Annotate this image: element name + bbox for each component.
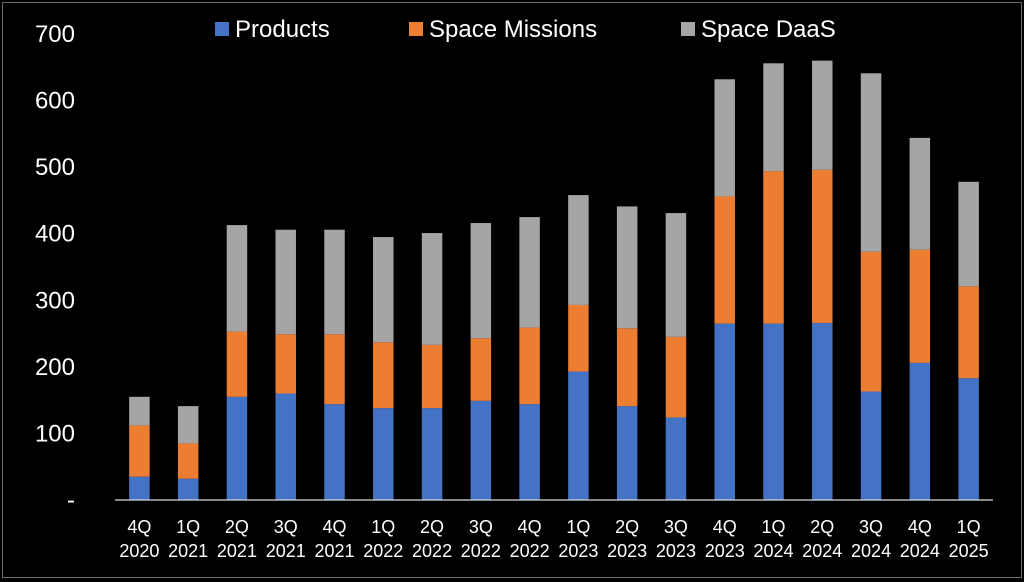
stacked-bar-chart: Products Space Missions Space DaaS - 100 200… [35,16,993,561]
bar-segment-space-missions [812,169,833,323]
bar-segment-space-daas [568,195,589,305]
bar-segment-space-daas [470,223,492,339]
bar-segment-space-missions [909,249,931,363]
y-tick-label: 700 [35,21,75,48]
legend-label: Space DaaS [701,16,836,43]
y-axis: - 100 200 300 400 500 600 700 [35,21,75,514]
x-tick-label: 4Q 2021 [314,517,354,561]
bar-segment-space-daas [519,217,540,328]
x-tick-label: 1Q 2023 [558,517,598,561]
bar-segment-space-daas [909,137,931,250]
bar-segment-products [958,378,979,500]
x-tick-label: 3Q 2022 [461,517,501,561]
x-tick-label: 3Q 2023 [656,517,696,561]
bar-segment-space-daas [616,206,638,329]
bars [129,60,979,500]
bar-segment-space-missions [373,342,394,409]
bar-segment-products [129,476,150,500]
bar-segment-products [470,400,492,500]
legend-item-space-missions: Space Missions [409,16,597,43]
bar-segment-products [226,396,248,500]
bar-segment-space-missions [860,251,882,392]
legend-label: Products [235,16,330,43]
bar-segment-space-missions [421,344,443,409]
bar-segment-space-missions [616,328,638,407]
x-tick-label: 2Q 2021 [217,517,257,561]
x-tick-label: 1Q 2024 [753,517,793,561]
bar-segment-products [812,322,833,500]
x-tick-label: 4Q 2023 [705,517,745,561]
y-tick-label: 600 [35,88,75,115]
bar-segment-space-missions [958,286,979,379]
bar-segment-space-daas [812,60,833,170]
bar-segment-space-missions [665,336,687,418]
bar-segment-products [373,408,394,500]
bar-segment-space-daas [324,229,345,335]
bar-segment-products [519,404,540,500]
y-tick-label: 200 [35,354,75,381]
bar-segment-space-daas [177,406,199,444]
bar-segment-space-daas [275,229,296,335]
legend-swatch [681,22,695,36]
bar-segment-space-missions [763,171,784,324]
x-tick-label: 4Q 2020 [119,517,159,561]
bar-segment-space-daas [714,79,735,197]
legend-label: Space Missions [429,16,597,43]
bar-segment-space-daas [129,396,150,426]
bar-segment-space-missions [177,443,199,479]
bar-segment-space-daas [665,213,687,337]
bar-segment-space-missions [324,334,345,405]
y-tick-label: - [67,487,75,514]
bar-segment-products [909,362,931,500]
x-tick-label: 2Q 2024 [802,517,842,561]
bar-segment-space-daas [860,73,882,252]
x-tick-label: 4Q 2024 [900,517,940,561]
x-tick-label: 1Q 2025 [949,517,989,561]
bar-segment-space-missions [275,334,296,394]
x-tick-label: 1Q 2022 [363,517,403,561]
y-tick-label: 500 [35,154,75,181]
bar-segment-space-daas [226,225,248,332]
bar-segment-space-daas [373,237,394,343]
bar-segment-products [616,406,638,500]
y-tick-label: 300 [35,287,75,314]
legend-item-space-daas: Space DaaS [681,16,836,43]
bar-segment-space-daas [421,233,443,345]
x-tick-label: 3Q 2021 [266,517,306,561]
bar-segment-products [860,391,882,500]
bar-segment-space-missions [129,425,150,477]
bar-segment-space-missions [568,304,589,372]
bar-segment-space-daas [958,181,979,287]
bar-segment-products [177,478,199,500]
legend-swatch [215,22,229,36]
x-tick-label: 1Q 2021 [168,517,208,561]
bar-segment-space-missions [226,331,248,397]
y-tick-label: 100 [35,420,75,447]
bar-segment-products [568,371,589,500]
bar-segment-products [763,323,784,500]
legend: Products Space Missions Space DaaS [215,16,836,43]
x-tick-label: 3Q 2024 [851,517,891,561]
bar-segment-products [275,393,296,500]
x-tick-label: 4Q 2022 [510,517,550,561]
bar-segment-products [665,417,687,500]
bar-segment-products [421,408,443,500]
bar-segment-products [714,323,735,500]
x-tick-label: 2Q 2022 [412,517,452,561]
legend-item-products: Products [215,16,330,43]
bar-segment-products [324,404,345,500]
bar-segment-space-missions [470,338,492,401]
bar-segment-space-missions [714,196,735,324]
bar-segment-space-daas [763,63,784,172]
y-tick-label: 400 [35,221,75,248]
legend-swatch [409,22,423,36]
x-tick-label: 2Q 2023 [607,517,647,561]
bar-segment-space-missions [519,327,540,405]
